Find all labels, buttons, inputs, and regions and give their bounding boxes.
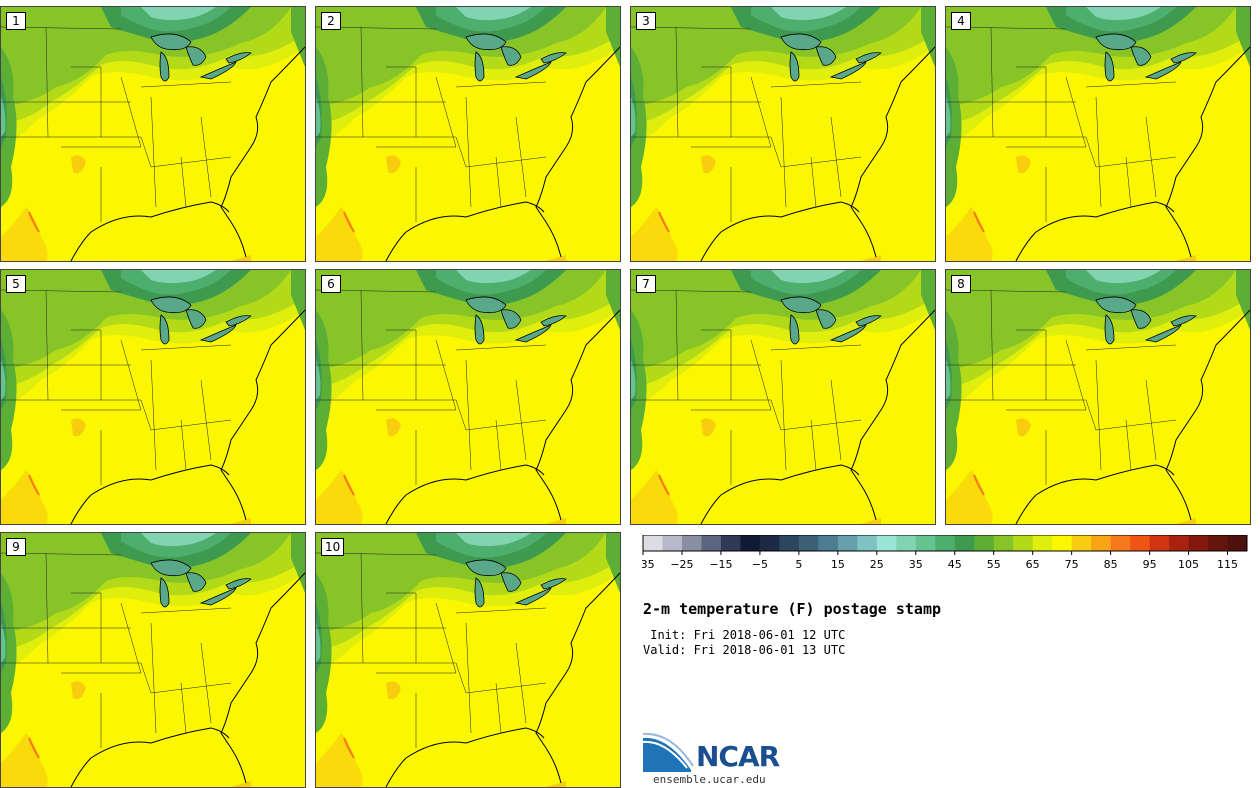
colorbar-bin <box>720 535 741 551</box>
colorbar-bin <box>818 535 839 551</box>
temperature-colorbar: −35 −25 −15 −5 5 15 25 35 45 55 65 75 85 95 105 115 <box>642 535 1248 571</box>
member-label: 3 <box>636 12 656 30</box>
member-label: 8 <box>951 275 971 293</box>
temperature-map <box>316 270 620 524</box>
colorbar-bin <box>681 535 702 551</box>
temperature-map <box>631 7 935 261</box>
colorbar-bin <box>1130 535 1150 551</box>
temperature-map <box>316 7 620 261</box>
colorbar-tick-label: 55 <box>987 558 1001 571</box>
ncar-logo-text: NCAR <box>696 740 780 773</box>
colorbar-tick-label: 25 <box>870 558 884 571</box>
stamp-panel: 8 <box>945 269 1251 525</box>
colorbar-bin <box>662 535 683 551</box>
member-label: 7 <box>636 275 656 293</box>
ncar-logo-mark <box>643 732 694 772</box>
colorbar-tick-label: −35 <box>642 558 655 571</box>
colorbar-bin <box>759 535 780 551</box>
stamp-panel: 3 <box>630 6 936 262</box>
temperature-map <box>1 270 305 524</box>
stamp-panel: 5 <box>0 269 306 525</box>
stamp-panel: 10 <box>315 532 621 788</box>
member-label: 5 <box>6 275 26 293</box>
init-time: Init: Fri 2018-06-01 12 UTC <box>643 628 846 642</box>
stamp-panel: 6 <box>315 269 621 525</box>
colorbar-tick-label: 5 <box>795 558 802 571</box>
colorbar-bin <box>798 535 819 551</box>
colorbar-tick-label: 15 <box>831 558 845 571</box>
colorbar-bin <box>915 535 936 551</box>
colorbar-bin <box>1091 535 1112 551</box>
colorbar-tick-label: −5 <box>752 558 768 571</box>
temperature-map <box>316 533 620 787</box>
colorbar-tick-label: 115 <box>1217 558 1238 571</box>
colorbar-tick-label: 85 <box>1104 558 1118 571</box>
colorbar-bin <box>857 535 878 551</box>
member-label: 9 <box>6 538 26 556</box>
colorbar-tick-label: 65 <box>1026 558 1040 571</box>
colorbar-bin <box>1071 535 1092 551</box>
colorbar-bin <box>993 535 1014 551</box>
colorbar-bin <box>1149 535 1170 551</box>
colorbar-bin <box>1169 535 1189 551</box>
colorbar-bin <box>974 535 995 551</box>
temperature-map <box>1 533 305 787</box>
colorbar-bin <box>935 535 956 551</box>
colorbar-tick-label: 45 <box>948 558 962 571</box>
colorbar-frame <box>642 535 1248 552</box>
colorbar-bin <box>1052 535 1073 551</box>
colorbar-tick-label: 105 <box>1178 558 1199 571</box>
colorbar-bin <box>740 535 761 551</box>
member-label: 4 <box>951 12 971 30</box>
temperature-map <box>946 7 1250 261</box>
figure-title: 2-m temperature (F) postage stamp <box>643 600 942 618</box>
colorbar-bin <box>896 535 917 551</box>
colorbar-bin <box>1188 535 1209 551</box>
valid-time: Valid: Fri 2018-06-01 13 UTC <box>643 643 846 657</box>
ensemble-url: ensemble.ucar.edu <box>653 773 766 786</box>
colorbar-bin <box>1032 535 1053 551</box>
colorbar-bin <box>954 535 975 551</box>
stamp-panel: 2 <box>315 6 621 262</box>
member-label: 1 <box>6 12 26 30</box>
temperature-map <box>631 270 935 524</box>
member-label: 10 <box>321 538 345 556</box>
member-label: 2 <box>321 12 341 30</box>
colorbar-bin <box>643 535 663 551</box>
colorbar-tick-label: −25 <box>670 558 693 571</box>
colorbar-tick-label: 35 <box>909 558 923 571</box>
stamp-panel: 4 <box>945 6 1251 262</box>
stamp-panel: 7 <box>630 269 936 525</box>
colorbar-bin <box>1013 535 1034 551</box>
colorbar-tick-label: 95 <box>1143 558 1157 571</box>
colorbar-bin <box>876 535 897 551</box>
temperature-map <box>946 270 1250 524</box>
colorbar-bin <box>701 535 722 551</box>
colorbar-bin <box>1110 535 1131 551</box>
colorbar-bin <box>1208 535 1228 551</box>
colorbar-tick-label: −15 <box>709 558 732 571</box>
temperature-map <box>1 7 305 261</box>
stamp-panel: 1 <box>0 6 306 262</box>
colorbar-bin <box>837 535 858 551</box>
member-label: 6 <box>321 275 341 293</box>
colorbar-bin <box>779 535 800 551</box>
stamp-panel: 9 <box>0 532 306 788</box>
colorbar-tick-label: 75 <box>1065 558 1079 571</box>
colorbar-bin <box>1227 535 1248 551</box>
